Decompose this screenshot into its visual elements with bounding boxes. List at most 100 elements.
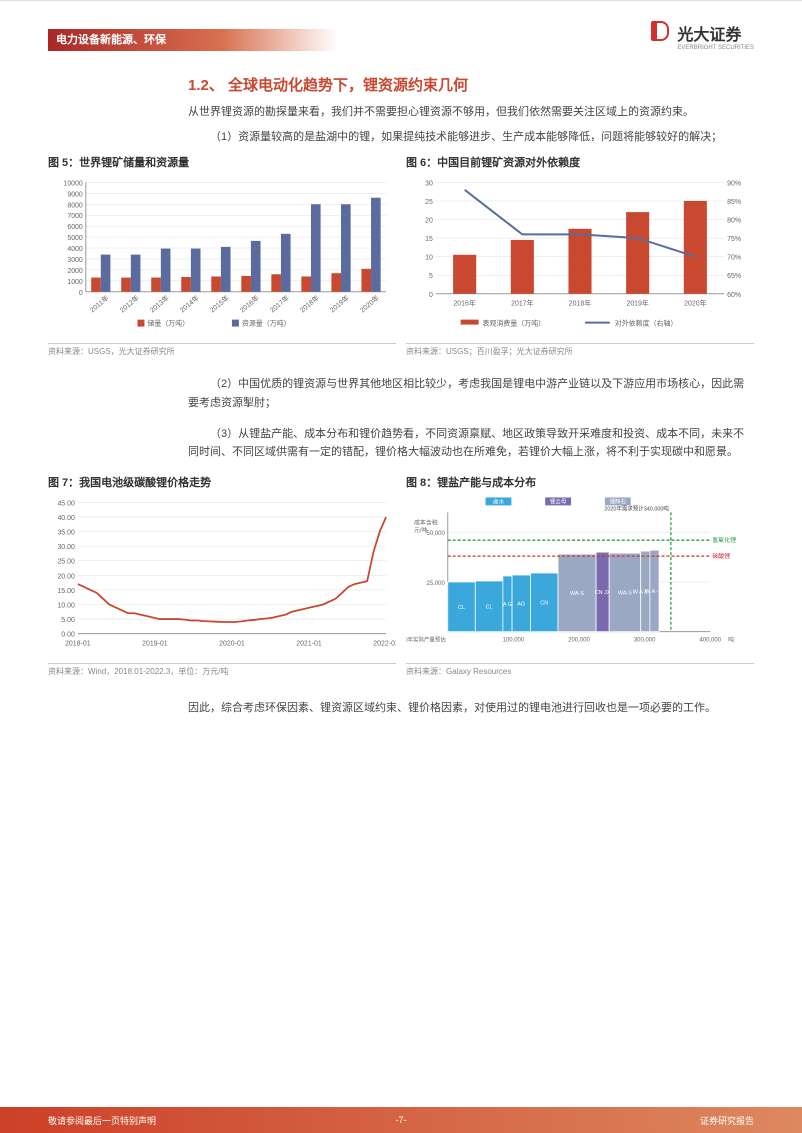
chart6-title: 图 6：中国目前锂矿资源对外依赖度 [406,154,754,170]
svg-text:15.00: 15.00 [57,588,75,595]
svg-text:25,000: 25,000 [427,581,446,587]
svg-text:45.00: 45.00 [57,501,75,508]
svg-text:75%: 75% [727,236,741,243]
svg-text:锂云母: 锂云母 [550,498,567,506]
svg-text:2022-01: 2022-01 [373,641,396,648]
svg-text:2016年: 2016年 [238,293,261,314]
svg-text:碳酸锂: 碳酸锂 [712,552,730,560]
svg-text:2019年: 2019年 [328,293,351,314]
page-header: 电力设备新能源、环保 光大证券 EVERBRIGHT SECURITIES [0,0,802,54]
svg-text:10000: 10000 [63,181,82,188]
svg-text:2016年: 2016年 [453,299,475,308]
svg-text:2020年实际产量预估: 2020年实际产量预估 [406,636,446,644]
svg-text:25: 25 [425,199,433,206]
svg-text:80%: 80% [727,218,741,225]
svg-text:吨: 吨 [728,636,734,644]
footer-right: 证券研究报告 [407,1114,755,1127]
svg-text:2017年: 2017年 [511,299,533,308]
svg-text:2018年: 2018年 [298,293,321,314]
svg-text:100,000: 100,000 [503,638,525,644]
svg-text:5.00: 5.00 [61,617,75,624]
chart7-title: 图 7：我国电池级碳酸锂价格走势 [48,474,396,490]
svg-text:10: 10 [425,255,433,262]
svg-text:2013年: 2013年 [148,293,171,314]
svg-text:90%: 90% [727,181,741,188]
svg-text:40.00: 40.00 [57,515,75,522]
svg-text:元/吨: 元/吨 [414,526,428,534]
svg-text:0: 0 [79,290,83,297]
chart5-title: 图 5：世界锂矿储量和资源量 [48,154,396,170]
svg-text:A G: A G [503,602,512,608]
svg-text:8000: 8000 [67,203,83,210]
svg-text:35.00: 35.00 [57,530,75,537]
svg-text:50,000: 50,000 [427,531,446,537]
svg-text:2021-01: 2021-01 [296,641,322,648]
svg-text:5000: 5000 [67,235,83,242]
section-title: 1.2、 全球电动化趋势下，锂资源约束几何 [188,74,754,95]
svg-text:氢氧化锂: 氢氧化锂 [712,536,736,544]
svg-text:4000: 4000 [67,246,83,253]
page-footer: 敬请参阅最后一页特别声明 -7- 证券研究报告 [0,1107,802,1133]
logo-icon [651,21,669,41]
svg-text:CL: CL [458,605,465,611]
svg-text:对外依赖度（右轴）: 对外依赖度（右轴） [615,319,678,328]
svg-text:400,000: 400,000 [699,638,721,644]
svg-text:表观消费量（万吨）: 表观消费量（万吨） [483,319,546,328]
svg-text:W A - N: W A - N [645,589,664,595]
svg-text:锂辉石: 锂辉石 [610,498,627,506]
header-category: 电力设备新能源、环保 [56,31,166,47]
svg-text:2014年: 2014年 [178,293,201,314]
svg-text:2015年: 2015年 [208,293,231,314]
chart7-svg: 0.005.0010.0015.0020.0025.0030.0035.0040… [48,494,396,654]
svg-text:65%: 65% [727,274,741,281]
paragraph-5: 因此，综合考虑环保因素、锂资源区域约束、锂价格因素，对使用过的锂电池进行回收也是… [188,699,754,718]
chart6-source: 资料来源：USGS；百川盈孚；光大证券研究所 [406,343,754,357]
footer-left: 敬请参阅最后一页特别声明 [48,1114,396,1127]
svg-text:10.00: 10.00 [57,603,75,610]
svg-text:2020-01: 2020-01 [219,641,245,648]
svg-text:70%: 70% [727,255,741,262]
logo-cn: 光大证券 [677,21,741,45]
chart5-container: 图 5：世界锂矿储量和资源量 0100020003000400050006000… [48,154,396,357]
svg-text:300,000: 300,000 [634,638,656,644]
svg-text:WA-S: WA-S [570,591,584,597]
paragraph-3: （2）中国优质的锂资源与世界其他地区相比较少，考虑我国是锂电中游产业链以及下游应… [188,375,754,412]
svg-text:CN: CN [540,600,548,606]
svg-text:3000: 3000 [67,257,83,264]
svg-text:30: 30 [425,181,433,188]
chart7-container: 图 7：我国电池级碳酸锂价格走势 0.00 5.00 10.00 15.00 20.00… [48,474,396,677]
svg-text:资源量（万吨）: 资源量（万吨） [242,319,291,328]
svg-text:2011年: 2011年 [88,294,111,315]
svg-text:CL: CL [486,604,493,610]
svg-text:2020年: 2020年 [684,299,706,308]
svg-text:卤水: 卤水 [493,498,504,506]
chart8-svg: 25,00050,000成本含税元/吨CLCLA GAGCNWA-SCN JXW… [406,494,754,654]
svg-text:60%: 60% [727,292,741,299]
chart7-source: 资料来源：Wind，2018.01-2022.3，单位：万元/吨 [48,663,396,677]
svg-text:2019年: 2019年 [626,299,648,308]
svg-text:2012年: 2012年 [118,293,141,314]
svg-text:2019-01: 2019-01 [142,641,168,648]
chart5-svg: 0100020003000400050006000700080009000100… [48,174,396,334]
svg-text:成本含税: 成本含税 [414,518,438,526]
svg-text:5: 5 [429,274,433,281]
svg-text:2018-01: 2018-01 [65,641,91,648]
svg-text:25.00: 25.00 [57,559,75,566]
paragraph-2: （1）资源量较高的是盐湖中的锂，如果提纯技术能够进步、生产成本能够降低，问题将能… [188,128,754,147]
svg-text:200,000: 200,000 [568,638,590,644]
svg-text:15: 15 [425,236,433,243]
logo-en: EVERBRIGHT SECURITIES [677,45,754,51]
svg-text:储量（万吨）: 储量（万吨） [147,319,189,328]
chart8-source: 资料来源：Galaxy Resources [406,663,754,677]
svg-text:85%: 85% [727,199,741,206]
svg-text:0.00: 0.00 [61,632,75,639]
svg-text:6000: 6000 [67,225,83,232]
svg-text:1000: 1000 [67,279,83,286]
svg-text:20.00: 20.00 [57,573,75,580]
paragraph-1: 从世界锂资源的勘探量来看，我们并不需要担心锂资源不够用，但我们依然需要关注区域上… [188,103,754,122]
chart6-svg: 05101520253060%65%70%75%80%85%90%2016年20… [406,174,754,334]
company-logo: 光大证券 EVERBRIGHT SECURITIES [651,21,754,54]
svg-text:WA-S: WA-S [618,591,632,597]
section-number: 1.2、 [188,77,224,94]
svg-text:0: 0 [429,292,433,299]
